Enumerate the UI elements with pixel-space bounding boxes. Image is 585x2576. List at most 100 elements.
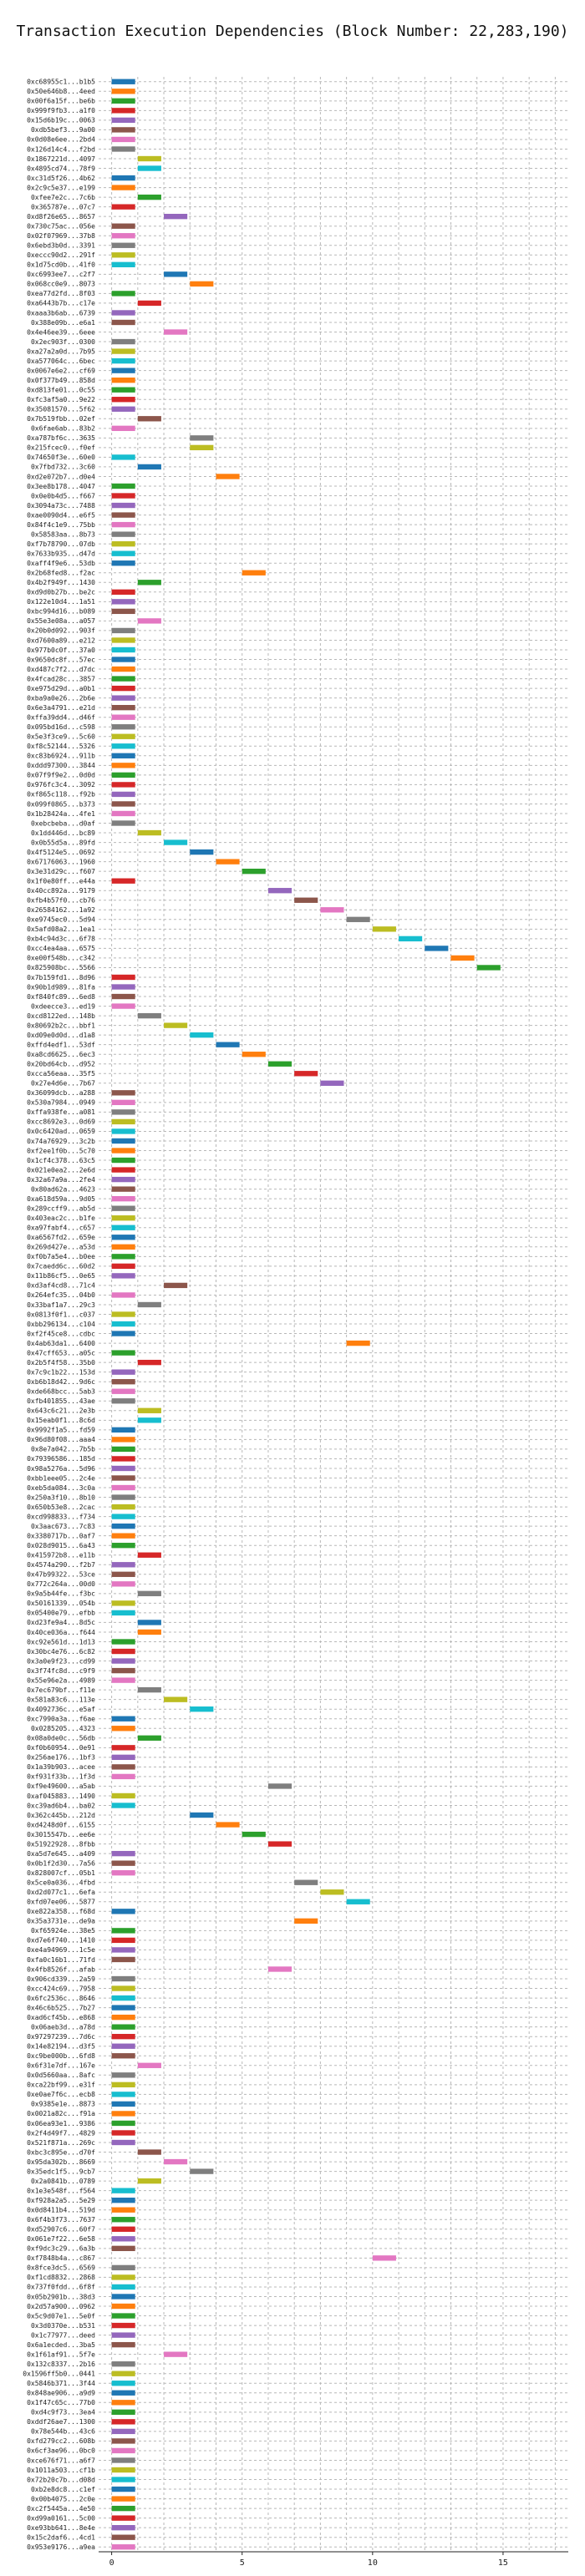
execution-bar	[111, 2477, 135, 2482]
execution-bar	[267, 1841, 292, 1847]
execution-bar	[111, 2139, 135, 2146]
execution-bar	[111, 2457, 135, 2463]
transaction-hash-label: 0x4574a290...f2b7	[27, 1561, 95, 1569]
transaction-hash-label: 0x9385e1e...8873	[31, 2101, 95, 2108]
transaction-hash-label: 0x4ab63da1...6400	[27, 1340, 95, 1347]
transaction-hash-label: 0xa787bf6c...3635	[27, 434, 95, 442]
execution-bar	[111, 2043, 135, 2049]
transaction-hash-label: 0x1867221d...4097	[27, 155, 95, 163]
execution-bar	[111, 261, 135, 267]
transaction-hash-label: 0x47b99322...53ce	[27, 1571, 95, 1579]
execution-bar	[137, 1417, 161, 1423]
transaction-hash-label: 0x0b55d5a...89fd	[31, 839, 95, 846]
execution-bar	[137, 165, 161, 171]
transaction-hash-label: 0x15eab0f1...8c6d	[27, 1417, 95, 1424]
transaction-hash-label: 0xca22bf99...e31f	[27, 2082, 95, 2089]
execution-bar	[111, 1937, 135, 1944]
transaction-hash-label: 0x061e7f22...6e58	[27, 2235, 95, 2243]
execution-bar	[111, 1995, 135, 2001]
transaction-hash-label: 0x26584162...1a92	[27, 906, 95, 914]
execution-bar	[111, 89, 135, 94]
execution-bar	[164, 839, 188, 845]
execution-bar	[111, 1803, 135, 1808]
transaction-hash-label: 0x5846b371...3f44	[27, 2380, 95, 2387]
execution-bar	[111, 820, 135, 826]
transaction-hash-label: 0x0c6420ad...0659	[27, 1128, 95, 1135]
execution-bar	[190, 1706, 214, 1712]
transaction-hash-label: 0x95da302b...8669	[27, 2158, 95, 2166]
transaction-hash-label: 0x51922928...8fbb	[27, 1840, 95, 1848]
execution-bar	[111, 550, 135, 556]
execution-bar	[111, 1600, 135, 1606]
execution-bar	[346, 916, 370, 922]
transaction-hash-label: 0x126d14c4...f2bd	[27, 145, 95, 153]
transaction-hash-label: 0x415972b8...e11b	[27, 1552, 95, 1559]
execution-bar	[111, 763, 135, 768]
execution-bar	[111, 512, 135, 518]
transaction-hash-label: 0xfb4b57f0...cb76	[27, 897, 95, 905]
transaction-hash-label: 0xf9dc3c29...6a3b	[27, 2245, 95, 2253]
transaction-hash-label: 0xd7600a89...e212	[27, 636, 95, 644]
transaction-hash-label: 0x581a83c6...113e	[27, 1696, 95, 1703]
transaction-hash-label: 0x55e96e2a...4989	[27, 1676, 95, 1684]
execution-bar	[216, 474, 240, 479]
execution-bar	[111, 1167, 135, 1173]
execution-bar	[111, 589, 135, 595]
execution-bar	[137, 300, 161, 307]
execution-bar	[111, 2505, 135, 2512]
execution-bar	[111, 2274, 135, 2280]
execution-bar	[111, 348, 135, 354]
transaction-hash-label: 0x33baf1a7...29c3	[27, 1301, 95, 1309]
transaction-hash-label: 0xf840fc89...6ed8	[27, 993, 95, 1001]
execution-bar	[111, 2226, 135, 2232]
transaction-hash-label: 0x14e82194...d3f5	[27, 2043, 95, 2051]
execution-bar	[111, 2428, 135, 2435]
transaction-hash-label: 0x3f74fc8d...c9f9	[27, 1667, 95, 1675]
transaction-hash-label: 0xebcbeba...d0af	[31, 819, 95, 827]
transaction-hash-label: 0x132c8337...2b16	[27, 2360, 95, 2368]
execution-bar	[111, 2294, 135, 2300]
transaction-hash-label: 0x98a5276a...5d96	[27, 1465, 95, 1473]
transaction-hash-label: 0x530a7984...0949	[27, 1099, 95, 1107]
y-axis-labels: 0xc68955c1...b1b5 0x50e646b8...4eed 0x00f6…	[23, 79, 95, 2551]
execution-bar	[111, 368, 135, 373]
transaction-hash-label: 0x9992f1a5...fd59	[27, 1427, 95, 1434]
transaction-hash-label: 0xd7e6f740...1410	[27, 1937, 95, 1945]
execution-bar	[111, 146, 135, 152]
transaction-hash-label: 0xf2ee1f0b...5c70	[27, 1147, 95, 1154]
execution-bar	[111, 1263, 135, 1270]
execution-bar	[216, 1822, 240, 1828]
execution-bar	[111, 791, 135, 798]
transaction-hash-label: 0xeccc90d2...291f	[27, 251, 95, 259]
execution-bar	[111, 1514, 135, 1519]
transaction-hash-label: 0x8fce3dc5...6569	[27, 2264, 95, 2272]
execution-bar	[111, 733, 135, 739]
execution-bar	[111, 1985, 135, 1991]
transaction-hash-label: 0x1e3e548f...f564	[27, 2187, 95, 2194]
transaction-hash-label: 0x02f07969...37b8	[27, 232, 95, 240]
transaction-hash-label: 0xc83b6924...911b	[27, 753, 95, 760]
execution-bar	[111, 2245, 135, 2252]
execution-bar	[137, 1620, 161, 1625]
execution-bar	[111, 1504, 135, 1510]
transaction-hash-label: 0xd2d077c1...6efa	[27, 1889, 95, 1896]
execution-bar	[111, 878, 135, 884]
execution-bar	[111, 136, 135, 143]
execution-bar	[137, 829, 161, 836]
execution-bar	[111, 1658, 135, 1664]
transaction-hash-label: 0x4e46ee39...6eee	[27, 328, 95, 336]
execution-bar	[111, 2544, 135, 2550]
execution-bar	[111, 984, 135, 990]
transaction-hash-label: 0xc6993ee7...c2f7	[27, 271, 95, 278]
execution-bar	[111, 2303, 135, 2310]
transaction-hash-label: 0xb4c94d3c...6f78	[27, 936, 95, 943]
execution-bar	[111, 2024, 135, 2030]
transaction-hash-label: 0xbb1eee05...2c4e	[27, 1474, 95, 1482]
execution-bar	[190, 444, 214, 451]
execution-bar	[137, 1552, 161, 1558]
execution-bar	[267, 888, 292, 894]
execution-bar	[111, 1860, 135, 1866]
execution-bar	[111, 2371, 135, 2376]
execution-bar	[346, 1899, 370, 1904]
transaction-hash-label: 0xc68955c1...b1b5	[27, 79, 95, 86]
